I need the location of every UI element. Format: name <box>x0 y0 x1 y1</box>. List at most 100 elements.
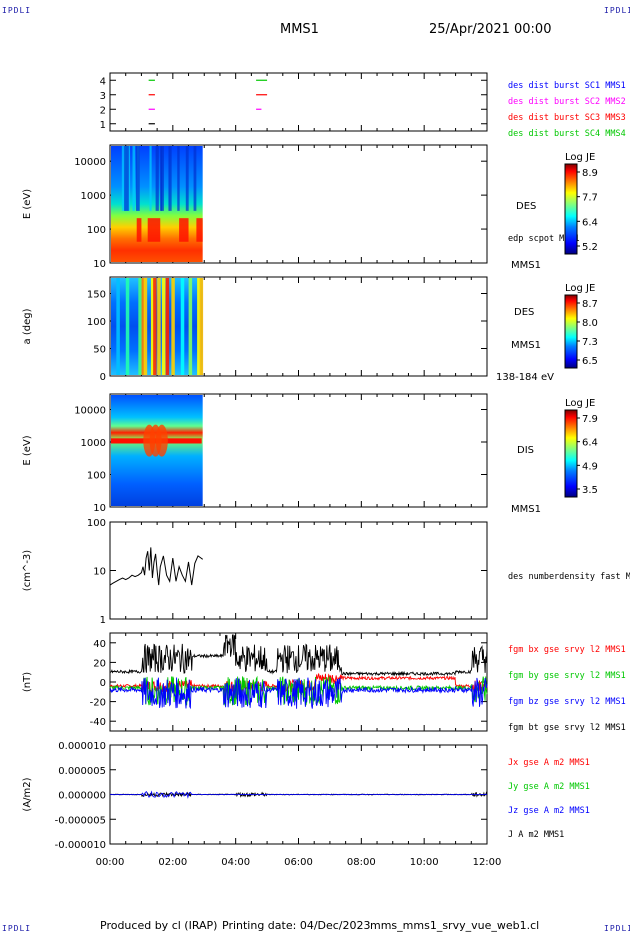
spectrogram-stripe <box>160 146 164 211</box>
panel-right-label: MMS1 <box>511 340 541 351</box>
y-axis-label: a (deg) <box>22 308 33 344</box>
time-tick-label: 10:00 <box>410 857 439 868</box>
spectrogram-hotspot <box>147 218 161 242</box>
y-axis-label: E (eV) <box>22 189 33 219</box>
colorbar-title: Log JE <box>565 398 595 409</box>
colorbar-tick-label: 7.9 <box>582 414 598 425</box>
footer-printing-date: Printing date: 04/Dec/2023 <box>222 919 371 932</box>
spectrogram-stripe <box>143 278 148 375</box>
spectrogram-stripe <box>124 146 129 211</box>
burst-legend-label: des dist burst SC4 MMS4 <box>508 129 626 139</box>
panel-des-energy: 10 100 1000 10000 E (eV) DES edp scpot MMS1 MMS… <box>22 144 598 271</box>
y-axis-label: (A/m2) <box>22 777 33 811</box>
spectrogram-stripe <box>141 278 145 375</box>
y-tick-label: 40 <box>93 639 106 650</box>
panel-des-pitch: 0 50 100 150 a (deg) DES MMS1 138-184 eV Log JE 8… <box>22 276 598 383</box>
panel-dis-energy: 10 100 1000 10000 E (eV) DIS MMS1 Log JE 7.9 6.4 4… <box>22 393 598 515</box>
spectrogram-hotspot <box>179 218 189 242</box>
burst-legend-label: des dist burst SC2 MMS2 <box>508 97 626 107</box>
spectrogram-stripe <box>125 278 130 375</box>
y-tick-label: 10 <box>93 259 106 270</box>
panel-right-label: DES <box>516 201 536 212</box>
b-series-label: fgm bx gse srvy l2 MMS1 <box>508 645 626 655</box>
spacecraft-title: MMS1 <box>280 22 319 37</box>
colorbar-tick-label: 8.0 <box>582 318 598 329</box>
colorbar-tick-label: 7.7 <box>582 193 598 204</box>
footer-produced-by: Produced by cl (IRAP) <box>100 919 218 932</box>
burst-legend-label: des dist burst SC1 MMS1 <box>508 81 626 91</box>
spectrogram-stripe <box>136 146 140 211</box>
b-series-label: fgm by gse srvy l2 MMS1 <box>508 671 626 681</box>
colorbar-tick-label: 6.4 <box>582 217 598 228</box>
panel-density: 1 10 100 (cm^-3) des numberdensity fast M <box>22 518 630 626</box>
corner-logo-top-right: IPDLI <box>604 6 630 15</box>
colorbar-title: Log JE <box>565 283 595 294</box>
panel-right-label: MMS1 <box>511 260 541 271</box>
y-tick-label: 1000 <box>81 191 106 202</box>
spectrogram-stripe <box>157 278 161 375</box>
j-series-label: Jx gse A m2 MMS1 <box>508 758 590 768</box>
panel-right-label: 138-184 eV <box>496 372 554 383</box>
spectrogram-stripe <box>153 278 157 375</box>
y-tick-label: 4 <box>100 76 106 87</box>
spectrogram-stripe <box>150 278 155 375</box>
y-tick-label: 10000 <box>74 157 106 168</box>
y-axis-label: (cm^-3) <box>22 550 33 591</box>
spectrogram-stripe <box>155 146 159 211</box>
y-tick-label: 10 <box>93 503 106 514</box>
colorbar-title: Log JE <box>565 152 595 163</box>
footer-filename: mms_mms1_srvy_vue_web1.cl <box>370 919 540 932</box>
b-series-label: fgm bz gse srvy l2 MMS1 <box>508 697 626 707</box>
bz-line <box>109 677 488 710</box>
y-tick-label: 10000 <box>74 406 106 417</box>
spectrogram-hotspot <box>155 424 168 457</box>
spectrogram-stripe <box>171 278 175 375</box>
panel-burst: 1 2 3 4 des dist burst SC1 MMS1 des dist burs… <box>100 72 626 139</box>
y-tick-label: 0 <box>100 678 106 689</box>
colorbar-tick-label: 3.5 <box>582 485 598 496</box>
panel-right-label: DIS <box>517 445 534 456</box>
spectrogram-stripe <box>116 278 120 375</box>
y-tick-label: 150 <box>87 290 106 301</box>
spectrogram-stripe <box>138 278 142 375</box>
time-tick-label: 08:00 <box>347 857 376 868</box>
spectrogram-stripe <box>132 146 136 211</box>
y-tick-label: -40 <box>90 717 106 728</box>
panel-right-label: edp scpot MMS1 <box>508 234 580 244</box>
y-tick-label: -0.000005 <box>55 815 106 826</box>
y-tick-label: 1 <box>100 615 106 626</box>
panel-magnetic-field: -40 -20 0 20 40 (nT) fgm bx gse srvy l2 MMS1 fg… <box>22 632 626 733</box>
spectrogram-stripe <box>188 278 193 375</box>
spectrogram-stripe <box>165 278 170 375</box>
colorbar-des-energy <box>564 163 578 255</box>
spectrogram-stripe <box>177 146 180 211</box>
time-tick-label: 06:00 <box>284 857 313 868</box>
j-series-label: Jy gse A m2 MMS1 <box>508 782 590 792</box>
y-tick-label: 0.000010 <box>58 741 106 752</box>
y-tick-label: 20 <box>93 658 106 669</box>
y-tick-label: 0.000005 <box>58 766 106 777</box>
y-tick-label: 1 <box>100 120 106 131</box>
y-tick-label: 1000 <box>81 438 106 449</box>
spectrogram-stripe <box>185 146 189 211</box>
spectrogram-stripe <box>149 146 152 211</box>
colorbar-tick-label: 7.3 <box>582 337 598 348</box>
j-series-label: Jz gse A m2 MMS1 <box>508 806 590 816</box>
bt-line <box>109 634 488 677</box>
density-line <box>109 547 203 586</box>
panel-frame <box>109 72 488 132</box>
plot-date: 25/Apr/2021 00:00 <box>429 22 552 37</box>
time-tick-label: 00:00 <box>96 857 125 868</box>
spectrogram-stripe <box>168 146 170 211</box>
colorbar-tick-label: 5.2 <box>582 242 598 253</box>
jz-line <box>109 790 487 799</box>
colorbar-tick-label: 8.7 <box>582 299 598 310</box>
colorbar-dis-energy <box>564 409 578 498</box>
corner-logo-bottom-right: IPDLI <box>604 924 630 933</box>
spectrogram-stripe <box>161 278 166 375</box>
y-tick-label: -0.000010 <box>55 840 106 851</box>
y-tick-label: 50 <box>93 345 106 356</box>
by-line <box>109 675 488 706</box>
colorbar-tick-label: 8.9 <box>582 168 598 179</box>
y-tick-label: 100 <box>87 317 106 328</box>
